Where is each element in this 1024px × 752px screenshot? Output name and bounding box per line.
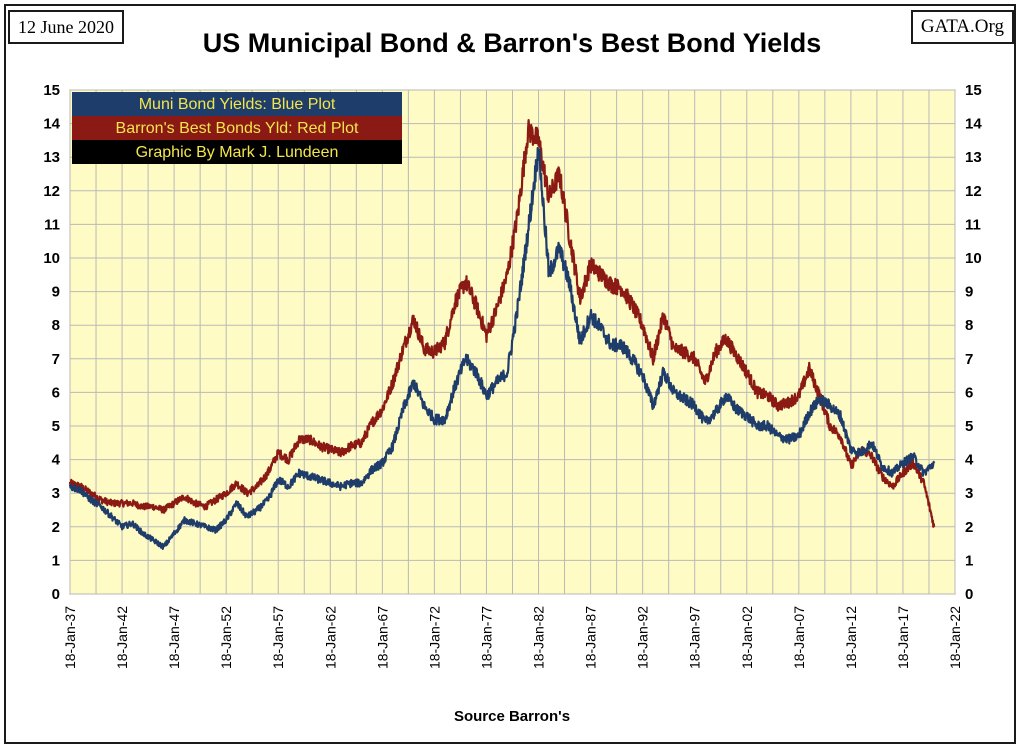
legend-label: Barron's Best Bonds Yld: Red Plot — [116, 120, 359, 137]
x-tick-label: 18-Jan-42 — [114, 606, 130, 669]
legend-label: Graphic By Mark J. Lundeen — [136, 144, 339, 161]
y-tick-label-right: 1 — [965, 552, 973, 569]
date-label: 12 June 2020 — [8, 10, 124, 44]
x-tick-label: 18-Jan-12 — [843, 606, 859, 669]
y-tick-label-right: 7 — [965, 351, 973, 368]
x-tick-label: 18-Jan-97 — [687, 606, 703, 669]
y-tick-label-right: 12 — [965, 183, 982, 200]
y-tick-label-left: 4 — [52, 452, 61, 469]
x-tick-label: 18-Jan-02 — [739, 606, 755, 669]
y-tick-label-right: 5 — [965, 418, 973, 435]
y-tick-label-left: 7 — [52, 351, 60, 368]
y-tick-label-left: 6 — [52, 384, 60, 401]
y-tick-label-right: 11 — [965, 216, 981, 233]
legend-swatch — [72, 92, 402, 116]
y-tick-label-left: 1 — [52, 552, 60, 569]
y-tick-label-right: 0 — [965, 586, 973, 603]
y-tick-label-right: 10 — [965, 250, 982, 267]
x-tick-label: 18-Jan-92 — [635, 606, 651, 669]
y-tick-label-left: 0 — [52, 586, 60, 603]
y-tick-label-right: 13 — [965, 149, 982, 166]
x-tick-label: 18-Jan-82 — [531, 606, 547, 669]
y-tick-label-left: 14 — [43, 116, 60, 133]
y-tick-label-left: 10 — [43, 250, 60, 267]
x-tick-label: 18-Jan-07 — [791, 606, 807, 669]
y-tick-label-left: 11 — [44, 216, 60, 233]
y-tick-label-right: 8 — [965, 317, 973, 334]
y-tick-label-left: 8 — [52, 317, 60, 334]
x-tick-label: 18-Jan-67 — [374, 606, 390, 669]
y-tick-label-right: 2 — [965, 519, 973, 536]
y-tick-label-right: 14 — [965, 116, 982, 133]
y-tick-label-left: 5 — [52, 418, 60, 435]
chart-title: US Municipal Bond & Barron's Best Bond Y… — [202, 28, 822, 58]
x-tick-label: 18-Jan-57 — [270, 606, 286, 669]
y-tick-label-right: 15 — [965, 82, 982, 99]
x-tick-label: 18-Jan-72 — [426, 606, 442, 669]
y-tick-label-right: 4 — [965, 452, 974, 469]
x-tick-label: 18-Jan-62 — [322, 606, 338, 669]
y-tick-label-left: 9 — [52, 284, 60, 301]
y-tick-label-right: 6 — [965, 384, 973, 401]
x-tick-label: 18-Jan-47 — [166, 606, 182, 669]
x-axis-title: Source Barron's — [453, 708, 571, 725]
x-tick-label: 18-Jan-52 — [218, 606, 234, 669]
site-label: GATA.Org — [910, 10, 1014, 44]
series-line — [68, 146, 936, 550]
legend-label: Muni Bond Yields: Blue Plot — [139, 96, 336, 113]
y-tick-label-left: 15 — [43, 82, 60, 99]
legend-swatch — [72, 116, 402, 140]
y-tick-label-left: 3 — [52, 485, 60, 502]
y-tick-label-right: 3 — [965, 485, 973, 502]
y-tick-label-left: 12 — [43, 183, 60, 200]
y-tick-label-right: 9 — [965, 284, 973, 301]
x-tick-label: 18-Jan-17 — [895, 606, 911, 669]
y-tick-label-left: 2 — [52, 519, 60, 536]
x-tick-label: 18-Jan-87 — [583, 606, 599, 669]
x-tick-label: 18-Jan-77 — [478, 606, 494, 669]
series-line — [68, 119, 936, 528]
y-tick-label-left: 13 — [43, 149, 60, 166]
legend-swatch — [72, 140, 402, 164]
x-tick-label: 18-Jan-22 — [947, 606, 963, 669]
x-tick-label: 18-Jan-37 — [62, 606, 78, 669]
